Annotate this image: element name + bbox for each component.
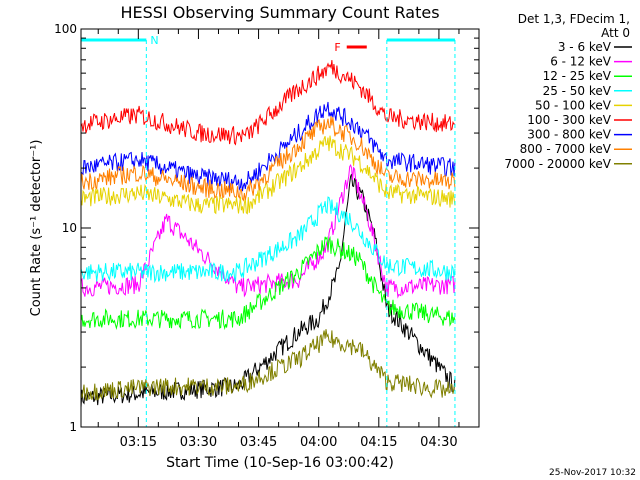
series-line-2 — [80, 163, 456, 299]
legend-label-1: 3 - 6 keV — [558, 40, 612, 54]
legend-label-8: 800 - 7000 keV — [520, 142, 612, 156]
legend-header-line-2: Att 0 — [601, 26, 630, 40]
x-tick-label-1: 03:15 — [120, 435, 157, 450]
x-tick-label-4: 04:00 — [300, 435, 337, 450]
x-tick-label-2: 03:30 — [180, 435, 217, 450]
legend-label-7: 300 - 800 keV — [527, 128, 611, 142]
series-line-7 — [80, 101, 456, 192]
legend-label-3: 12 - 25 keV — [543, 69, 612, 83]
chart-title: HESSI Observing Summary Count Rates — [120, 3, 439, 22]
x-tick-label-5: 04:15 — [360, 435, 397, 450]
timestamp: 25-Nov-2017 10:32 — [549, 468, 636, 478]
y-tick-label-2: 10 — [62, 221, 77, 235]
legend-label-4: 25 - 50 keV — [543, 84, 612, 98]
plot-frame — [80, 28, 480, 428]
series-line-4 — [80, 196, 456, 284]
legend-label-9: 7000 - 20000 keV — [504, 157, 611, 171]
legend-label-6: 100 - 300 keV — [527, 113, 611, 127]
night-flag-label: N — [150, 34, 158, 47]
legend-label-2: 6 - 12 keV — [550, 55, 612, 69]
series-line-9 — [80, 329, 456, 401]
flare-flag-label: F — [334, 41, 340, 54]
series-line-1 — [80, 173, 456, 408]
y-tick-label-3: 100 — [54, 22, 77, 36]
series-line-3 — [80, 235, 456, 331]
x-tick-label-6: 04:30 — [420, 435, 457, 450]
x-tick-label-3: 03:45 — [240, 435, 277, 450]
axis-ticks: 1 10 100 03:15 03:30 03:45 04:00 04:15 04:30 — [54, 22, 480, 450]
series-line-5 — [80, 135, 456, 215]
x-axis-label: Start Time (10-Sep-16 03:00:42) — [166, 455, 394, 471]
data-layer: NF — [80, 34, 456, 427]
legend-header-line-1: Det 1,3, FDecim 1, — [518, 12, 630, 26]
series-line-6 — [80, 60, 456, 146]
y-tick-label-1: 1 — [69, 420, 77, 434]
y-axis-label: Count Rate (s⁻¹ detector⁻¹) — [29, 140, 44, 317]
legend-label-5: 50 - 100 keV — [535, 98, 612, 112]
series-line-8 — [80, 116, 456, 202]
